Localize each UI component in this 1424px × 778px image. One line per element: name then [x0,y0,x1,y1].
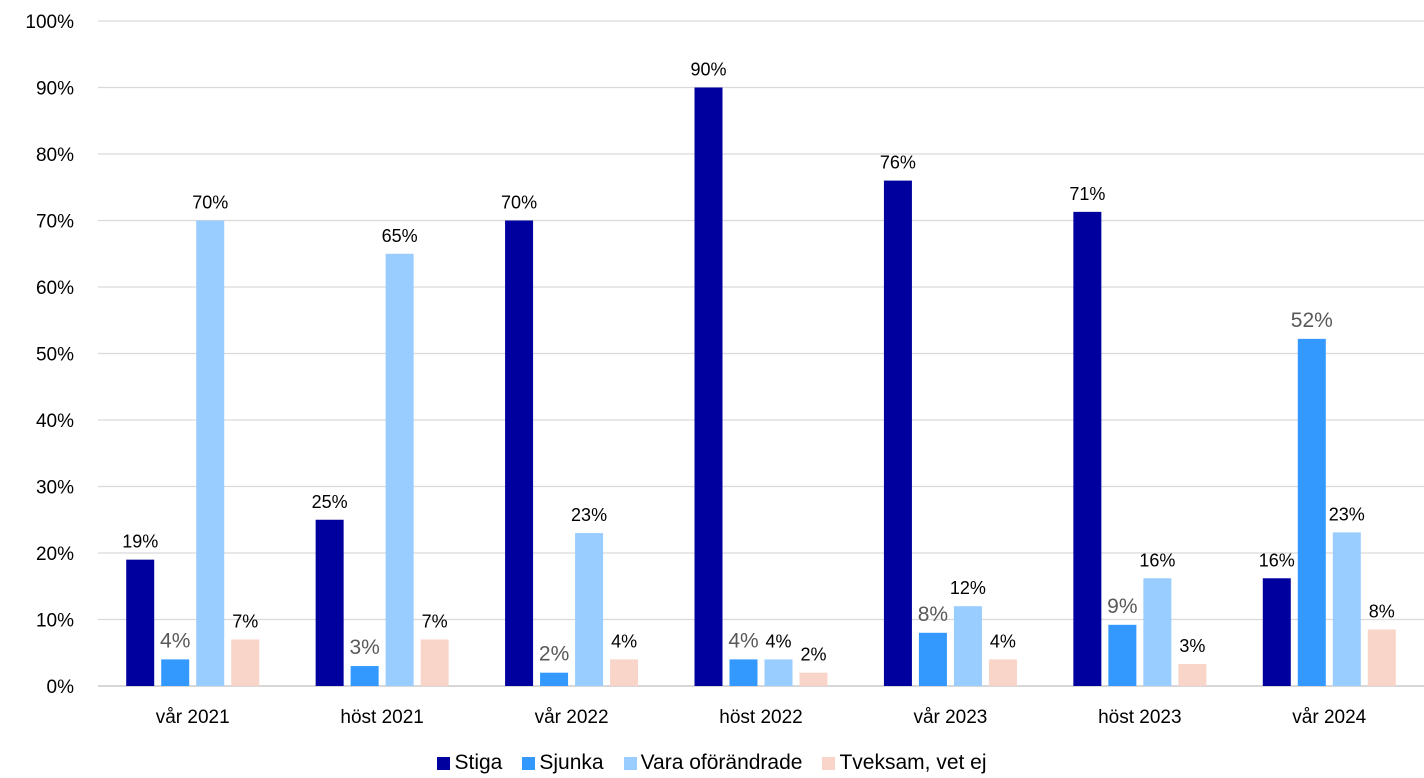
x-category-label: vår 2023 [913,707,987,728]
legend-item: Sjunka [522,751,604,775]
y-tick-label: 50% [36,345,74,366]
bar [505,220,534,686]
bar [161,659,190,686]
data-label: 2% [539,643,569,666]
data-label: 23% [571,505,607,525]
data-label: 70% [501,193,537,213]
data-label: 8% [918,603,948,626]
legend-swatch [623,756,637,770]
y-tick-label: 0% [47,677,75,698]
y-tick-label: 60% [36,278,74,299]
bar [1108,624,1137,686]
bar [1367,629,1396,686]
bar [1178,664,1207,686]
y-tick-label: 100% [25,12,74,33]
legend-item: Vara oförändrade [623,751,803,775]
bar [1297,338,1326,686]
data-label: 19% [122,532,158,552]
data-label: 3% [349,636,379,659]
bar [953,606,982,686]
bar [231,639,260,686]
x-category-label: höst 2022 [719,707,802,728]
data-label: 90% [690,60,726,80]
bar [126,559,155,686]
data-label: 2% [800,645,826,665]
data-label: 16% [1139,550,1175,570]
bar [799,672,828,686]
legend-label: Vara oförändrade [640,751,803,774]
x-category-label: vår 2021 [156,707,230,728]
data-label: 12% [950,578,986,598]
legend-swatch [437,756,451,770]
bar [315,519,344,686]
y-tick-label: 30% [36,478,74,499]
bar [575,533,604,686]
legend-swatch [522,756,536,770]
data-label: 9% [1107,595,1137,618]
bar [729,659,758,686]
bar [540,672,569,686]
bar-chart: 0% 10% 20% 30% 40% 50% 60% 70% 80% 90% 100% 19% 4% 7… [25,12,1424,728]
bar [350,666,379,686]
bar [385,253,414,686]
data-label: 52% [1291,309,1333,332]
x-category-label: höst 2023 [1098,707,1181,728]
bar [988,659,1017,686]
data-label: 7% [232,611,258,631]
bar [196,220,225,686]
legend-swatch [822,756,836,770]
y-tick-label: 80% [36,145,74,166]
data-labels: 19% 4% 70% 7% 25% 3% 65% 7% 70% 2% 23% 4% 90% 4% 4% 2% 7… [122,60,1395,666]
legend-label: Tveksam, vet ej [839,751,987,774]
data-label: 4% [160,629,190,652]
bar [1332,532,1361,686]
y-axis-tick-labels: 0% 10% 20% 30% 40% 50% 60% 70% 80% 90% 100% [25,12,74,698]
data-label: 76% [880,153,916,173]
data-label: 25% [312,492,348,512]
x-category-label: höst 2021 [340,707,423,728]
data-label: 4% [990,631,1016,651]
data-label: 7% [422,611,448,631]
bar [420,639,449,686]
data-label: 23% [1329,504,1365,524]
data-label: 8% [1369,601,1395,621]
legend-label: Sjunka [539,751,604,774]
gridlines [98,20,1424,687]
bar [764,659,793,686]
legend-label: Stiga [454,751,503,774]
data-label: 71% [1069,184,1105,204]
bar [610,659,639,686]
data-label: 4% [728,629,758,652]
bar [694,87,723,686]
bar [1143,578,1172,686]
legend: Stiga Sjunka Vara oförändrade Tveksam, vet … [0,748,1424,778]
bar [1262,578,1291,686]
x-axis-category-labels: vår 2021 höst 2021 vår 2022 höst 2022 vår 20… [156,707,1367,728]
data-label: 70% [192,193,228,213]
y-tick-label: 40% [36,411,74,432]
data-label: 3% [1179,636,1205,656]
y-tick-label: 20% [36,544,74,565]
bar [1073,211,1102,687]
legend-item: Stiga [437,751,502,775]
data-label: 4% [611,631,637,651]
y-tick-label: 90% [36,79,74,100]
x-category-label: vår 2024 [1292,707,1366,728]
data-label: 16% [1259,550,1295,570]
y-tick-label: 10% [36,611,74,632]
y-tick-label: 70% [36,212,74,233]
legend-item: Tveksam, vet ej [822,751,987,775]
bars [126,87,1396,687]
data-label: 65% [382,226,418,246]
bar [883,180,912,686]
x-category-label: vår 2022 [535,707,609,728]
data-label: 4% [765,631,791,651]
bar [918,632,947,686]
